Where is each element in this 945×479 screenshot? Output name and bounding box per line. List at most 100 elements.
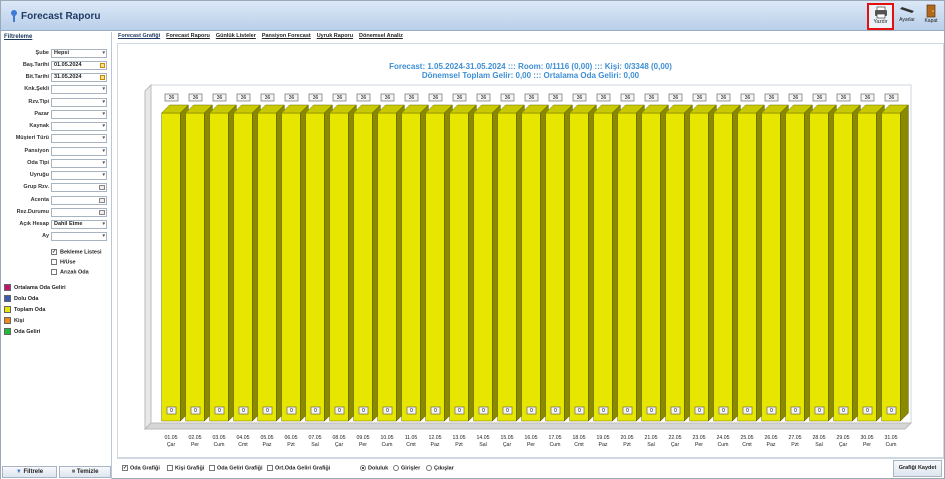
value-label-dolu: 0: [242, 408, 245, 414]
checkbox-box[interactable]: ✓: [51, 249, 57, 255]
bar-toplam-oda: [377, 112, 397, 422]
select-field[interactable]: Dahil Etme ▾: [51, 220, 107, 229]
select-field[interactable]: ▾: [51, 159, 107, 168]
select-field[interactable]: ▾: [51, 110, 107, 119]
calendar-icon[interactable]: [100, 63, 105, 68]
tab-donemsel-analiz[interactable]: Dönemsel Analiz: [359, 33, 403, 39]
chevron-down-icon[interactable]: ▾: [102, 148, 105, 154]
clear-button[interactable]: ■ Temizle: [59, 466, 111, 478]
radio-dot[interactable]: [426, 465, 432, 471]
save-chart-button[interactable]: Grafiği Kaydet: [893, 460, 942, 477]
filter-row: Ay ▾: [1, 232, 112, 241]
filter-label: Ay: [42, 233, 49, 239]
select-field[interactable]: ▾: [51, 147, 107, 156]
value-label-box: [764, 93, 779, 102]
select-field[interactable]: ▾: [51, 85, 107, 94]
date-field[interactable]: 01.05.2024: [51, 61, 107, 70]
filter-label: Açık Hesap: [19, 221, 49, 227]
value-label-toplam: 36: [601, 95, 607, 101]
value-label-box: [860, 93, 875, 102]
picker-icon[interactable]: [99, 185, 105, 190]
chart-toggle-0[interactable]: ✓ Oda Grafiği: [122, 465, 160, 471]
select-field[interactable]: Hepsi ▾: [51, 49, 107, 58]
chevron-down-icon[interactable]: ▾: [102, 86, 105, 92]
picker-field[interactable]: [51, 183, 107, 192]
chevron-down-icon[interactable]: ▾: [102, 135, 105, 141]
checkbox-2[interactable]: Arızalı Oda: [51, 269, 111, 277]
legend-swatch: [4, 284, 11, 291]
value-label-box: [188, 93, 203, 102]
radio-dot[interactable]: [360, 465, 366, 471]
filter-row: Pazar ▾: [1, 110, 112, 119]
value-label-toplam: 36: [889, 95, 895, 101]
picker-icon[interactable]: [99, 210, 105, 215]
chart-toggle-1[interactable]: Kişi Grafiği: [167, 465, 204, 471]
chart-toggle-2[interactable]: Oda Geliri Grafiği: [209, 465, 263, 471]
filter-row: Knk.Şekli ▾: [1, 85, 112, 94]
bar-toplam-oda: [809, 112, 829, 422]
tab-uyruk-raporu[interactable]: Uyruk Raporu: [316, 33, 354, 39]
x-tick-date: 22.05: [669, 435, 682, 441]
tab-gunluk-listeler[interactable]: Günlük Listeler: [215, 33, 256, 39]
calendar-icon[interactable]: [100, 75, 105, 80]
x-tick-day: Çar: [503, 442, 512, 448]
x-tick-date: 04.05: [237, 435, 250, 441]
date-field[interactable]: 31.05.2024: [51, 73, 107, 82]
tab-filtreleme[interactable]: Filtreleme: [4, 34, 33, 40]
select-field[interactable]: ▾: [51, 134, 107, 143]
settings-button[interactable]: Ayarlar: [895, 3, 919, 30]
value-label-box: [500, 93, 515, 102]
checkbox-box[interactable]: [51, 269, 57, 275]
value-label-dolu: 0: [266, 408, 269, 414]
mode-radio-label: Girişler: [401, 465, 421, 472]
field-value: 01.05.2024: [54, 62, 82, 68]
filter-row: Bit.Tarihi 31.05.2024: [1, 73, 112, 82]
checkbox-box[interactable]: ✓: [122, 465, 128, 471]
close-button[interactable]: Kapat: [920, 3, 942, 30]
chevron-down-icon[interactable]: ▾: [102, 233, 105, 239]
tab-forecast-grafigi[interactable]: Forecast Grafiği: [118, 33, 161, 39]
checkbox-0[interactable]: ✓ Bekleme Listesi: [51, 249, 111, 257]
x-tick-date: 30.05: [861, 435, 874, 441]
checkbox-1[interactable]: H/Use: [51, 259, 111, 267]
tab-pansiyon-forecast[interactable]: Pansiyon Forecast: [261, 33, 311, 39]
value-label-box: [238, 406, 249, 415]
mode-radio-label: Doluluk: [368, 465, 389, 472]
select-field[interactable]: ▾: [51, 122, 107, 131]
value-label-box: [814, 406, 825, 415]
x-tick-date: 10.05: [381, 435, 394, 441]
select-field[interactable]: ▾: [51, 98, 107, 107]
checkbox-box[interactable]: [209, 465, 215, 471]
select-field[interactable]: ▾: [51, 171, 107, 180]
x-tick-date: 19.05: [597, 435, 610, 441]
checkbox-box[interactable]: [167, 465, 173, 471]
x-tick-date: 23.05: [693, 435, 706, 441]
mode-radio-2[interactable]: Çıkışlar: [426, 465, 454, 471]
x-tick-date: 21.05: [645, 435, 658, 441]
checkbox-box[interactable]: [267, 465, 273, 471]
radio-dot[interactable]: [393, 465, 399, 471]
filter-button[interactable]: ▼ Filtrele: [2, 466, 57, 478]
checkbox-box[interactable]: [51, 259, 57, 265]
tab-forecast-raporu[interactable]: Forecast Raporu: [166, 33, 210, 39]
chevron-down-icon[interactable]: ▾: [102, 221, 105, 227]
value-label-box: [836, 93, 851, 102]
x-tick-date: 26.05: [765, 435, 778, 441]
picker-icon[interactable]: [99, 198, 105, 203]
print-button[interactable]: Yazdır: [867, 3, 894, 30]
chevron-down-icon[interactable]: ▾: [102, 50, 105, 56]
mode-radio-0[interactable]: Doluluk: [360, 465, 388, 471]
select-field[interactable]: ▾: [51, 232, 107, 241]
picker-field[interactable]: [51, 208, 107, 217]
x-tick-date: 07.05: [309, 435, 322, 441]
chevron-down-icon[interactable]: ▾: [102, 111, 105, 117]
x-tick-date: 06.05: [285, 435, 298, 441]
chevron-down-icon[interactable]: ▾: [102, 99, 105, 105]
picker-field[interactable]: [51, 196, 107, 205]
mode-radio-1[interactable]: Girişler: [393, 465, 420, 471]
chevron-down-icon[interactable]: ▾: [102, 172, 105, 178]
chevron-down-icon[interactable]: ▾: [102, 123, 105, 129]
bar-toplam-oda: [449, 112, 469, 422]
chevron-down-icon[interactable]: ▾: [102, 160, 105, 166]
chart-toggle-3[interactable]: Ort.Oda Geliri Grafiği: [267, 465, 330, 471]
